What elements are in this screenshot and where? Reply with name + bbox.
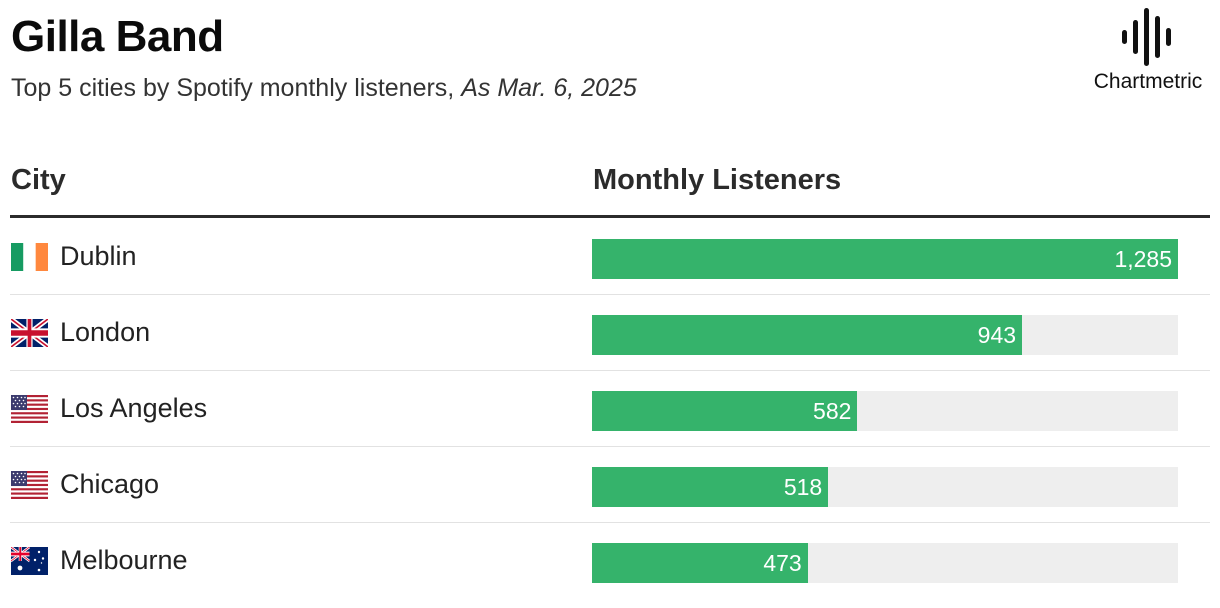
city-label: Chicago <box>60 469 160 499</box>
row-divider <box>10 370 1210 371</box>
table-row: Chicago 518 <box>10 447 1210 523</box>
bar-value-label: 582 <box>813 398 852 424</box>
logo-text: Chartmetric <box>1093 70 1203 93</box>
bar-value-label: 1,285 <box>1114 246 1172 272</box>
bar-track: 943 <box>592 315 1178 355</box>
ireland-flag-icon <box>11 243 48 271</box>
city-label: Dublin <box>60 241 137 271</box>
city-label: London <box>60 317 151 347</box>
table-row: Melbourne 473 <box>10 523 1210 599</box>
bar: 473 <box>592 543 808 583</box>
bar-track: 518 <box>592 467 1178 507</box>
bar-track: 582 <box>592 391 1178 431</box>
bar: 518 <box>592 467 829 507</box>
row-divider <box>10 294 1210 295</box>
bar: 582 <box>592 391 858 431</box>
chart-title: Gilla Band <box>11 12 224 61</box>
uk-flag-icon <box>10 316 49 350</box>
city-label: Melbourne <box>60 545 188 575</box>
header-rule <box>10 215 1210 218</box>
subtitle-date: As Mar. 6, 2025 <box>461 74 637 102</box>
subtitle-text: Top 5 cities by Spotify monthly listener… <box>11 74 455 102</box>
column-header-city: City <box>11 164 66 196</box>
chartmetric-logo: Chartmetric <box>1082 8 1214 96</box>
bar-track: 1,285 <box>592 239 1178 279</box>
bar: 943 <box>592 315 1023 355</box>
table-row: Dublin 1,285 <box>10 219 1210 295</box>
bar-value-label: 473 <box>763 550 802 576</box>
row-divider <box>10 522 1210 523</box>
us-flag-icon <box>11 471 48 499</box>
bar-value-label: 518 <box>783 474 823 500</box>
column-header-listeners: Monthly Listeners <box>593 164 842 196</box>
row-divider <box>10 446 1210 447</box>
bar: 1,285 <box>592 239 1178 279</box>
table-row: Los Angeles 582 <box>10 371 1210 447</box>
city-label: Los Angeles <box>60 393 208 423</box>
australia-flag-icon <box>10 545 48 575</box>
bar-value-label: 943 <box>977 322 1017 348</box>
chartmetric-waveform-icon <box>1122 8 1171 66</box>
table-row: London 943 <box>10 295 1210 371</box>
us-flag-icon <box>11 395 48 423</box>
chart-subtitle: Top 5 cities by Spotify monthly listener… <box>11 74 637 103</box>
bar-track: 473 <box>592 543 1178 583</box>
